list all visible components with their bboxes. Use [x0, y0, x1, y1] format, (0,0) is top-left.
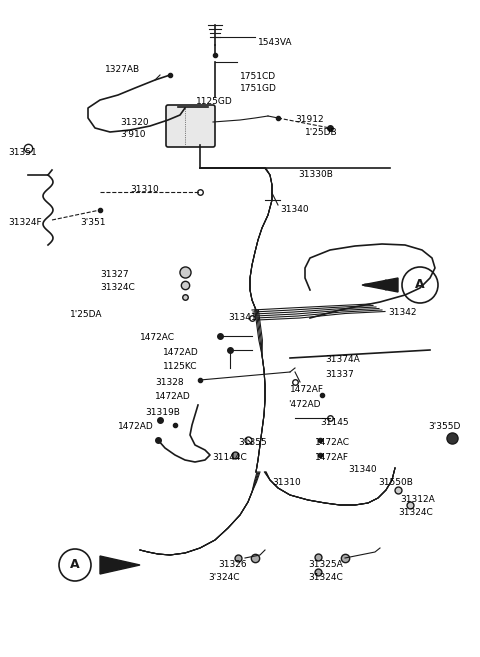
Text: 1543VA: 1543VA: [258, 38, 292, 47]
Text: 1751CD: 1751CD: [240, 72, 276, 81]
Text: 31326: 31326: [218, 560, 247, 569]
Text: 1472AF: 1472AF: [290, 385, 324, 394]
Polygon shape: [100, 556, 140, 574]
Text: 31325A: 31325A: [308, 560, 343, 569]
Text: 31340: 31340: [280, 205, 309, 214]
Text: 3'351: 3'351: [80, 218, 106, 227]
Text: 31319B: 31319B: [145, 408, 180, 417]
Text: 1751GD: 1751GD: [240, 84, 277, 93]
Text: 1472AC: 1472AC: [140, 333, 175, 342]
Text: 31330B: 31330B: [298, 170, 333, 179]
Text: 31912: 31912: [295, 115, 324, 124]
Text: 1472AC: 1472AC: [315, 438, 350, 447]
Text: 3'910: 3'910: [120, 130, 145, 139]
Text: 3'355D: 3'355D: [428, 422, 460, 431]
Text: 31351: 31351: [8, 148, 37, 157]
Text: 1472AF: 1472AF: [315, 453, 349, 462]
Text: 31145: 31145: [320, 418, 348, 427]
Text: 31327: 31327: [100, 270, 129, 279]
Text: A: A: [415, 279, 425, 292]
Text: 31324C: 31324C: [398, 508, 433, 517]
Text: 1472AD: 1472AD: [163, 348, 199, 357]
FancyBboxPatch shape: [166, 105, 215, 147]
Text: 31324F: 31324F: [8, 218, 42, 227]
Text: 31550B: 31550B: [378, 478, 413, 487]
Text: 31341: 31341: [228, 313, 257, 322]
Text: 31144C: 31144C: [212, 453, 247, 462]
Text: 31342: 31342: [388, 308, 417, 317]
Text: 31374A: 31374A: [325, 355, 360, 364]
Text: 1125GD: 1125GD: [196, 97, 233, 106]
Text: 1327AB: 1327AB: [105, 65, 140, 74]
Text: 31328: 31328: [155, 378, 184, 387]
Text: 31324C: 31324C: [100, 283, 135, 292]
Text: 1472AD: 1472AD: [155, 392, 191, 401]
Text: 31320: 31320: [120, 118, 149, 127]
Text: 3'324C: 3'324C: [208, 573, 240, 582]
Text: A: A: [70, 558, 80, 572]
Text: 31355: 31355: [238, 438, 267, 447]
Text: 31337: 31337: [325, 370, 354, 379]
Text: '472AD: '472AD: [288, 400, 321, 409]
Text: 1'25DB: 1'25DB: [305, 128, 337, 137]
Text: 31310: 31310: [272, 478, 301, 487]
Text: 31340: 31340: [348, 465, 377, 474]
Text: 1472AD: 1472AD: [118, 422, 154, 431]
Polygon shape: [362, 278, 398, 292]
Text: 31310: 31310: [130, 185, 159, 194]
Text: 1'25DA: 1'25DA: [70, 310, 103, 319]
Text: 31312A: 31312A: [400, 495, 435, 504]
Text: 1125KC: 1125KC: [163, 362, 197, 371]
Text: 31324C: 31324C: [308, 573, 343, 582]
